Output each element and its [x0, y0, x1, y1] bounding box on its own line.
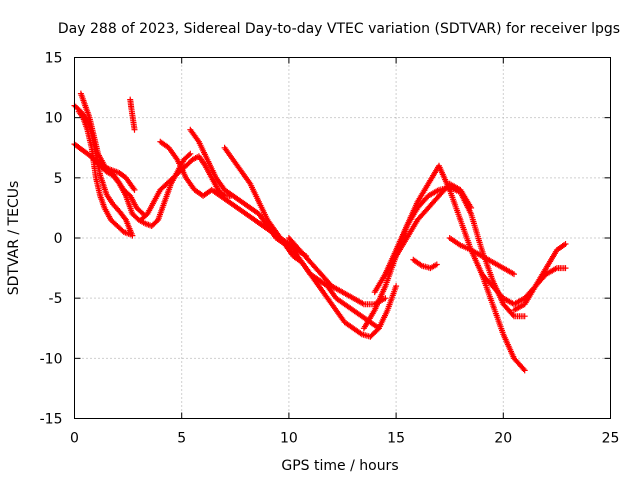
x-tick-label: 5	[177, 431, 186, 447]
axis-ticks	[74, 57, 611, 419]
x-tick-label: 25	[602, 431, 620, 447]
data-series-arc-11	[285, 235, 389, 308]
series-markers	[127, 96, 138, 133]
series-markers	[511, 241, 569, 314]
data-series-arc-18	[511, 241, 569, 314]
y-tick-label: 15	[45, 51, 63, 67]
data-marks	[71, 90, 569, 374]
chart-title: Day 288 of 2023, Sidereal Day-to-day VTE…	[58, 21, 620, 37]
series-markers	[410, 256, 440, 272]
axis-tick-labels: 0 5 10 15 20 25 15 10 5 0 -5 -10 -15	[40, 51, 620, 447]
y-tick-label: -5	[49, 291, 63, 307]
data-series-arc-10	[221, 144, 400, 340]
series-markers	[75, 108, 134, 238]
x-tick-label: 0	[70, 431, 79, 447]
data-series-arc-6	[127, 96, 138, 133]
x-axis-title: GPS time / hours	[281, 458, 398, 474]
y-tick-label: -15	[40, 412, 63, 428]
y-tick-label: 0	[54, 231, 63, 247]
data-series-arc-14	[382, 180, 475, 278]
x-tick-label: 15	[387, 431, 405, 447]
grid-layer	[74, 57, 611, 419]
series-markers	[285, 235, 389, 308]
series-markers	[382, 180, 475, 278]
x-tick-label: 10	[280, 431, 298, 447]
data-series-arc-3	[75, 108, 134, 238]
data-series-arc-7	[138, 153, 234, 223]
series-markers	[138, 153, 234, 223]
y-tick-label: -10	[40, 351, 63, 367]
data-series-arc-15	[410, 256, 440, 272]
series-markers	[446, 235, 517, 278]
series-markers	[221, 144, 400, 340]
x-tick-label: 20	[494, 431, 512, 447]
data-series-arc-16	[446, 235, 517, 278]
y-tick-label: 10	[45, 111, 63, 127]
y-axis-title: SDTVAR / TECUs	[6, 181, 22, 296]
y-tick-label: 5	[54, 171, 63, 187]
